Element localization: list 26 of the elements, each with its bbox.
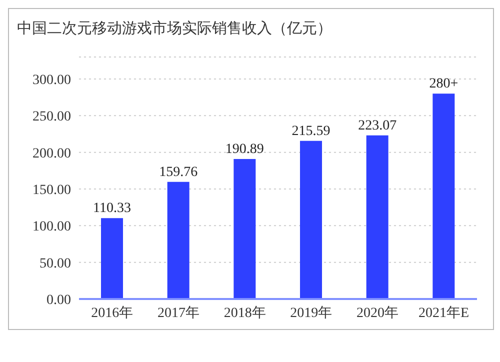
data-label: 280+ <box>429 76 458 92</box>
bar <box>300 140 322 299</box>
y-tick-label: 0.00 <box>46 292 71 308</box>
y-tick-label: 200.00 <box>32 146 71 162</box>
bar <box>101 218 123 299</box>
data-label: 223.07 <box>358 118 397 134</box>
bar <box>167 182 190 299</box>
data-label: 159.76 <box>159 164 198 180</box>
bar <box>234 159 256 299</box>
bar <box>432 94 455 299</box>
y-tick-label: 100.00 <box>32 220 71 235</box>
x-tick-label: 2016年 <box>91 304 134 321</box>
x-tick-label: 2020年 <box>356 304 398 321</box>
x-tick-label: 2019年 <box>290 304 332 321</box>
data-label: 190.89 <box>225 142 264 158</box>
chart-title: 中国二次元移动游戏市场实际销售收入（亿元） <box>16 18 333 39</box>
y-tick-label: 50.00 <box>40 256 71 272</box>
x-tick-label: 2021年E <box>418 304 470 321</box>
data-label: 215.59 <box>292 124 330 139</box>
x-tick-label: 2017年 <box>158 304 200 321</box>
x-tick-label: 2018年 <box>224 304 266 321</box>
data-label: 110.33 <box>93 201 131 216</box>
y-tick-label: 300.00 <box>32 72 71 88</box>
y-tick-label: 250.00 <box>32 110 71 125</box>
bar <box>366 135 388 299</box>
y-tick-label: 150.00 <box>32 182 71 198</box>
